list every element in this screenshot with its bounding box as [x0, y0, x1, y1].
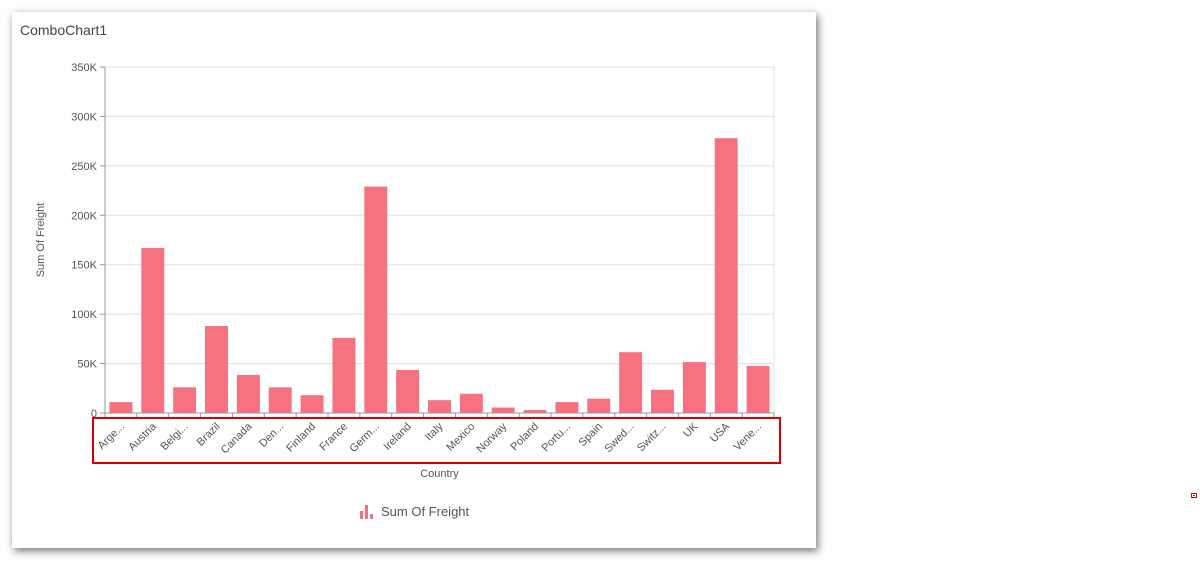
combo-chart: 0 50K 100K 150K 200K 250K 300K 350K Arge... Aust…: [35, 62, 781, 480]
x-tick-label: Italy: [423, 420, 446, 443]
x-tick-label: Portu...: [539, 421, 573, 455]
x-tick-label: Arge...: [96, 421, 127, 452]
bar-chart-icon: [360, 504, 373, 519]
x-tick-label: Norway: [474, 420, 509, 455]
bar[interactable]: [682, 362, 706, 413]
bar[interactable]: [332, 337, 356, 413]
x-tick-label: UK: [681, 420, 701, 440]
bar[interactable]: [523, 410, 547, 413]
resize-handle-icon[interactable]: [1191, 493, 1197, 498]
x-tick-label: Switz...: [635, 421, 669, 455]
bar[interactable]: [173, 387, 197, 413]
x-tick-label: Finland: [284, 421, 318, 455]
bar[interactable]: [714, 138, 738, 414]
x-tick-label: Ireland: [381, 421, 413, 453]
x-tick-label: Canada: [219, 420, 255, 456]
y-tick-label: 150K: [71, 260, 97, 272]
x-tick-label: Belgi...: [158, 421, 190, 453]
x-tick-label: Swed...: [602, 421, 636, 455]
y-tick-label: 50K: [77, 359, 97, 371]
bar[interactable]: [141, 247, 165, 413]
x-tick-label: Germ...: [347, 421, 381, 455]
y-tick-label: 200K: [71, 210, 97, 222]
x-axis-labels-highlight: [92, 417, 781, 464]
bar[interactable]: [428, 400, 451, 413]
bar[interactable]: [109, 402, 133, 413]
bar[interactable]: [651, 389, 674, 413]
x-axis-title: Country: [420, 468, 459, 480]
bar[interactable]: [300, 395, 324, 413]
bar[interactable]: [587, 398, 611, 413]
bar[interactable]: [746, 366, 770, 413]
bar[interactable]: [364, 186, 388, 413]
x-tick-label: Austria: [126, 420, 159, 453]
bar[interactable]: [236, 374, 260, 413]
y-tick-label: 250K: [71, 161, 97, 173]
y-axis-ticks: 0 50K 100K 150K 200K 250K 300K 350K: [71, 62, 105, 420]
x-tick-label: France: [317, 421, 350, 454]
chart-card: ComboChart1 0 50K 100K 150K 200K 250K 300K 350K…: [12, 12, 816, 548]
y-tick-label: 300K: [71, 111, 97, 123]
y-axis-title: Sum Of Freight: [35, 203, 47, 278]
bar[interactable]: [205, 326, 228, 413]
chart-legend[interactable]: Sum Of Freight: [360, 504, 469, 519]
x-tick-label: Brazil: [195, 421, 223, 449]
x-tick-label: Vene...: [731, 421, 764, 454]
y-tick-label: 350K: [71, 62, 97, 74]
bar[interactable]: [491, 407, 515, 413]
x-tick-label: Den...: [257, 421, 286, 450]
bar[interactable]: [555, 402, 579, 413]
legend-label: Sum Of Freight: [381, 504, 470, 519]
y-tick-label: 0: [91, 408, 97, 420]
x-tick-label: Mexico: [444, 421, 477, 454]
chart-title: ComboChart1: [20, 22, 108, 38]
bar-series[interactable]: [109, 138, 770, 414]
x-tick-label: Poland: [508, 421, 541, 454]
bar[interactable]: [396, 369, 420, 413]
y-tick-label: 100K: [71, 309, 97, 321]
bar[interactable]: [619, 352, 643, 413]
bar[interactable]: [459, 393, 483, 413]
x-tick-label: USA: [708, 420, 733, 445]
bar[interactable]: [268, 387, 292, 413]
x-tick-label: Spain: [577, 421, 605, 449]
